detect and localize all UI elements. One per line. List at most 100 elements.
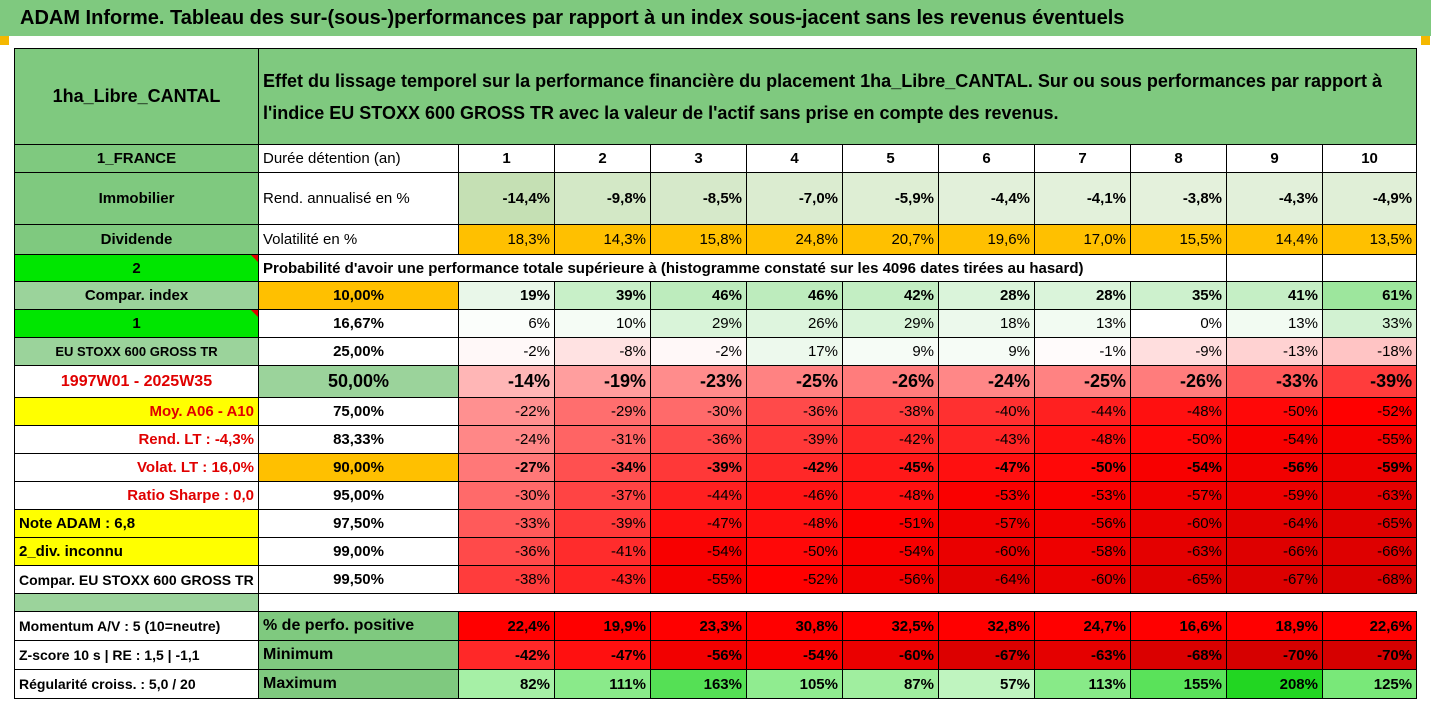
quantile-value-9-8[interactable]: -60% (1130, 509, 1227, 538)
asset-class-cell[interactable]: Immobilier (14, 172, 259, 225)
quantile-value-2-2[interactable]: 10% (554, 309, 651, 338)
quantile-value-6-1[interactable]: -24% (458, 425, 555, 454)
quantile-value-7-4[interactable]: -42% (746, 453, 843, 482)
return-value-6[interactable]: -4,4% (938, 172, 1035, 225)
spacer-cell-5[interactable] (843, 594, 939, 612)
quantile-value-10-7[interactable]: -58% (1034, 537, 1131, 566)
year-header-1[interactable]: 1 (458, 144, 555, 173)
return-value-5[interactable]: -5,9% (842, 172, 939, 225)
stat-left-cell-3[interactable]: Régularité croiss. : 5,0 / 20 (14, 669, 259, 699)
year-header-7[interactable]: 7 (1034, 144, 1131, 173)
quantile-left-cell-1[interactable]: Compar. index (14, 281, 259, 310)
quantile-value-1-4[interactable]: 46% (746, 281, 843, 310)
stat-value-3-8[interactable]: 155% (1130, 669, 1227, 699)
spacer-cell-1[interactable] (459, 594, 555, 612)
quantile-value-2-1[interactable]: 6% (458, 309, 555, 338)
quantile-value-6-6[interactable]: -43% (938, 425, 1035, 454)
quantile-value-10-9[interactable]: -66% (1226, 537, 1323, 566)
quantile-value-5-1[interactable]: -22% (458, 397, 555, 426)
stat-value-3-9[interactable]: 208% (1226, 669, 1323, 699)
quantile-value-5-2[interactable]: -29% (554, 397, 651, 426)
quantile-value-4-6[interactable]: -24% (938, 365, 1035, 398)
stat-value-2-9[interactable]: -70% (1226, 640, 1323, 670)
return-value-10[interactable]: -4,9% (1321, 172, 1418, 225)
quantile-value-2-8[interactable]: 0% (1130, 309, 1227, 338)
quantile-left-cell-8[interactable]: Ratio Sharpe : 0,0 (14, 481, 259, 510)
quantile-value-5-3[interactable]: -30% (650, 397, 747, 426)
spacer-green-cell[interactable] (14, 593, 259, 612)
quantile-left-cell-2[interactable]: 1 (14, 309, 259, 338)
return-value-4[interactable]: -7,0% (746, 172, 843, 225)
spacer-cell-0[interactable] (259, 594, 459, 612)
quantile-value-4-3[interactable]: -23% (650, 365, 747, 398)
quantile-value-10-3[interactable]: -54% (650, 537, 747, 566)
quantile-value-6-10[interactable]: -55% (1321, 425, 1418, 454)
volatility-value-7[interactable]: 17,0% (1034, 224, 1131, 255)
quantile-left-cell-11[interactable]: Compar. EU STOXX 600 GROSS TR (14, 565, 259, 594)
volatility-value-8[interactable]: 15,5% (1130, 224, 1227, 255)
volatility-value-3[interactable]: 15,8% (650, 224, 747, 255)
quantile-value-5-4[interactable]: -36% (746, 397, 843, 426)
quantile-value-7-8[interactable]: -54% (1130, 453, 1227, 482)
quantile-value-10-10[interactable]: -66% (1321, 537, 1418, 566)
quantile-value-10-6[interactable]: -60% (938, 537, 1035, 566)
quantile-value-2-10[interactable]: 33% (1321, 309, 1418, 338)
return-value-9[interactable]: -4,3% (1226, 172, 1323, 225)
quantile-value-2-6[interactable]: 18% (938, 309, 1035, 338)
quantile-percent-8[interactable]: 95,00% (258, 481, 459, 510)
dividend-cell[interactable]: Dividende (14, 224, 259, 255)
quantile-value-3-9[interactable]: -13% (1226, 337, 1323, 366)
quantile-value-1-9[interactable]: 41% (1226, 281, 1323, 310)
quantile-value-10-2[interactable]: -41% (554, 537, 651, 566)
stat-value-1-3[interactable]: 23,3% (650, 611, 747, 641)
stat-value-1-7[interactable]: 24,7% (1034, 611, 1131, 641)
spacer-cell-8[interactable] (1131, 594, 1227, 612)
stat-value-2-7[interactable]: -63% (1034, 640, 1131, 670)
fund-name-cell[interactable]: 1ha_Libre_CANTAL (14, 48, 259, 145)
stat-value-3-4[interactable]: 105% (746, 669, 843, 699)
quantile-value-6-4[interactable]: -39% (746, 425, 843, 454)
quantile-left-cell-6[interactable]: Rend. LT : -4,3% (14, 425, 259, 454)
quantile-value-8-8[interactable]: -57% (1130, 481, 1227, 510)
quantile-value-11-10[interactable]: -68% (1321, 565, 1418, 594)
quantile-value-5-8[interactable]: -48% (1130, 397, 1227, 426)
stat-label-1[interactable]: % de perfo. positive (258, 611, 459, 641)
quantile-value-4-2[interactable]: -19% (554, 365, 651, 398)
spacer-cell-3[interactable] (651, 594, 747, 612)
stat-value-3-2[interactable]: 111% (554, 669, 651, 699)
quantile-value-1-10[interactable]: 61% (1321, 281, 1418, 310)
stat-value-2-6[interactable]: -67% (938, 640, 1035, 670)
stat-value-2-3[interactable]: -56% (650, 640, 747, 670)
volatility-value-10[interactable]: 13,5% (1321, 224, 1418, 255)
quantile-value-8-7[interactable]: -53% (1034, 481, 1131, 510)
stat-label-2[interactable]: Minimum (258, 640, 459, 670)
stat-value-2-8[interactable]: -68% (1130, 640, 1227, 670)
quantile-percent-1[interactable]: 10,00% (258, 281, 459, 310)
return-value-3[interactable]: -8,5% (650, 172, 747, 225)
quantile-value-10-5[interactable]: -54% (842, 537, 939, 566)
quantile-value-8-2[interactable]: -37% (554, 481, 651, 510)
quantile-value-9-9[interactable]: -64% (1226, 509, 1323, 538)
country-cell[interactable]: 1_FRANCE (14, 144, 259, 173)
quantile-value-10-4[interactable]: -50% (746, 537, 843, 566)
quantile-value-5-6[interactable]: -40% (938, 397, 1035, 426)
quantile-percent-3[interactable]: 25,00% (258, 337, 459, 366)
quantile-value-8-9[interactable]: -59% (1226, 481, 1323, 510)
quantile-value-7-5[interactable]: -45% (842, 453, 939, 482)
quantile-value-5-5[interactable]: -38% (842, 397, 939, 426)
quantile-left-cell-9[interactable]: Note ADAM : 6,8 (14, 509, 259, 538)
probability-label[interactable]: Probabilité d'avoir une performance tota… (258, 254, 1227, 282)
quantile-value-7-1[interactable]: -27% (458, 453, 555, 482)
stat-label-3[interactable]: Maximum (258, 669, 459, 699)
stat-value-3-3[interactable]: 163% (650, 669, 747, 699)
quantile-value-6-9[interactable]: -54% (1226, 425, 1323, 454)
year-header-3[interactable]: 3 (650, 144, 747, 173)
quantile-value-7-7[interactable]: -50% (1034, 453, 1131, 482)
quantile-value-3-10[interactable]: -18% (1321, 337, 1418, 366)
quantile-value-3-4[interactable]: 17% (746, 337, 843, 366)
quantile-percent-11[interactable]: 99,50% (258, 565, 459, 594)
year-header-8[interactable]: 8 (1130, 144, 1227, 173)
quantile-value-4-5[interactable]: -26% (842, 365, 939, 398)
quantile-value-9-4[interactable]: -48% (746, 509, 843, 538)
quantile-value-8-1[interactable]: -30% (458, 481, 555, 510)
